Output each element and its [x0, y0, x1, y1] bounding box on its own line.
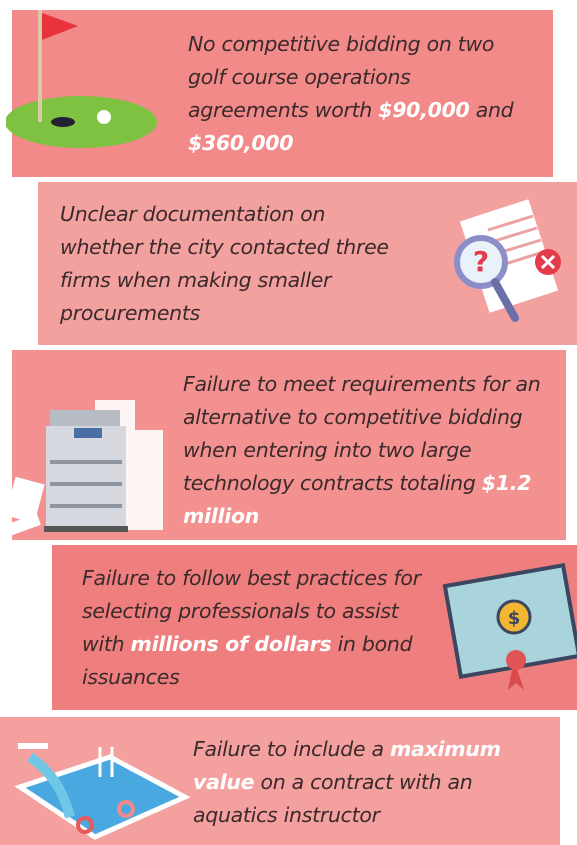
- text: Unclear documentation on whether the cit…: [60, 202, 389, 325]
- copier-icon: [0, 400, 163, 539]
- golf-icon: [6, 10, 157, 148]
- emphasis-text: $360,000: [188, 131, 294, 155]
- text: Failure to meet requirements for an alte…: [183, 372, 541, 495]
- text: Failure to follow best practices for sel…: [82, 566, 421, 656]
- text: Failure to include a: [193, 737, 390, 761]
- item-text: Unclear documentation on whether the cit…: [60, 198, 390, 330]
- emphasis-text: maximum value: [193, 737, 501, 794]
- text: on a contract with an aquatics instructo…: [193, 770, 473, 827]
- item-text: No competitive bidding on two golf cours…: [188, 28, 528, 160]
- panel: Failure to meet requirements for an alte…: [0, 350, 566, 540]
- emphasis-text: $90,000: [378, 98, 470, 122]
- item-text: Failure to include a maximum value on a …: [193, 733, 548, 832]
- text: in bond issuances: [82, 632, 413, 689]
- certificate-icon: $: [442, 562, 577, 690]
- document-icon: ?: [454, 199, 561, 322]
- pool-icon: [14, 743, 190, 840]
- panel: Failure to include a maximum value on a …: [0, 717, 560, 845]
- text: No competitive bidding on two golf cours…: [188, 32, 495, 122]
- item-text: Failure to meet requirements for an alte…: [183, 368, 558, 533]
- panel: $ Failure to follow best practices for s…: [52, 545, 577, 710]
- item-text: Failure to follow best practices for sel…: [82, 562, 432, 694]
- svg-text:?: ?: [473, 245, 489, 278]
- svg-text:$: $: [508, 608, 521, 629]
- panel: ? Unclear documentation on whether the c…: [38, 182, 577, 345]
- emphasis-text: $1.2 million: [183, 471, 532, 528]
- emphasis-text: millions of dollars: [130, 632, 332, 656]
- text: and: [469, 98, 514, 122]
- panel: No competitive bidding on two golf cours…: [6, 10, 553, 177]
